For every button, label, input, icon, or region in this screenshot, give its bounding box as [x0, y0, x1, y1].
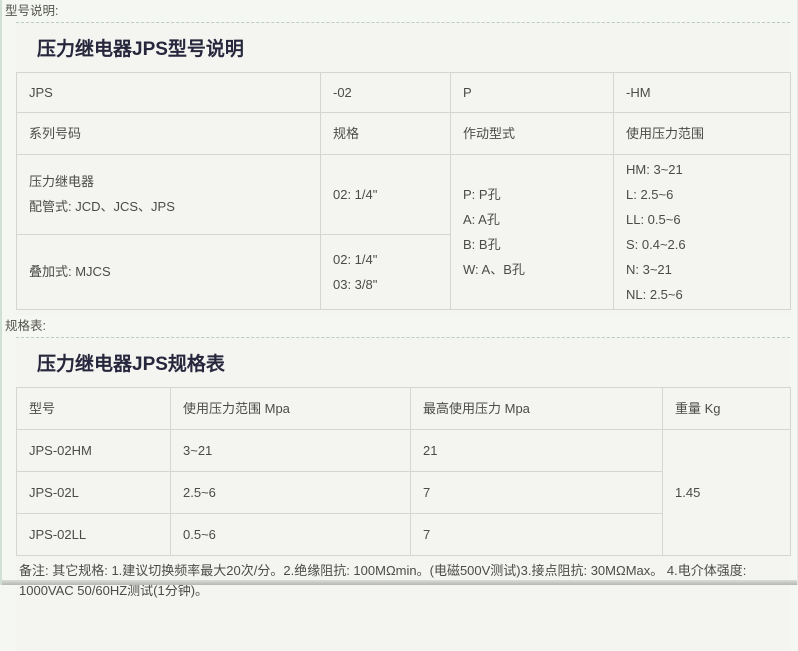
label-pressure: 使用压力范围 [613, 112, 791, 155]
weight-cell: 1.45 [662, 429, 791, 556]
label-series: 系列号码 [16, 112, 321, 155]
header-model: 型号 [16, 387, 171, 430]
product-spec-page: { "page": { "model_section_label": "型号说明… [0, 0, 798, 598]
model-section-label: 型号说明: [5, 4, 59, 18]
action-type-p: P: P孔 [463, 187, 501, 202]
action-type-a: A: A孔 [463, 212, 500, 227]
action-type-w: W: A、B孔 [463, 262, 525, 277]
model-jps-02l: JPS-02L [16, 471, 171, 514]
piping-series-line1: 压力继电器 [29, 174, 95, 190]
range-jps-02hm: 3~21 [170, 429, 411, 472]
stacking-series-cell: 叠加式: MJCS [16, 233, 321, 311]
max-jps-02hm: 21 [410, 429, 663, 472]
piping-spec-cell: 02: 1/4" [320, 154, 451, 235]
horizontal-scrollbar[interactable] [2, 580, 797, 585]
label-size: 规格 [320, 112, 451, 155]
model-table-title: 压力继电器JPS型号说明 [37, 39, 244, 60]
model-description-panel: 压力继电器JPS型号说明 JPS -02 P -HM 系列号码 规格 作动型式 … [16, 22, 791, 315]
range-l: L: 2.5~6 [626, 187, 674, 202]
range-nl: NL: 2.5~6 [626, 287, 683, 302]
action-types-cell: P: P孔 A: A孔 B: B孔 W: A、B孔 [450, 154, 614, 310]
header-max-pressure: 最高使用压力 Mpa [410, 387, 663, 430]
piping-series-line2: 配管式: JCD、JCS、JPS [29, 199, 175, 215]
range-s: S: 0.4~2.6 [626, 237, 686, 252]
spec-header-row: 型号 使用压力范围 Mpa 最高使用压力 Mpa 重量 Kg [16, 387, 791, 430]
max-jps-02ll: 7 [410, 513, 663, 556]
range-n: N: 3~21 [626, 262, 672, 277]
spec-panel: 压力继电器JPS规格表 型号 使用压力范围 Mpa 最高使用压力 Mpa 重量 … [16, 337, 791, 651]
range-ll: LL: 0.5~6 [626, 212, 681, 227]
spec-table: 型号 使用压力范围 Mpa 最高使用压力 Mpa 重量 Kg JPS-02HM … [16, 387, 791, 556]
header-weight: 重量 Kg [662, 387, 791, 430]
range-hm: HM: 3~21 [626, 162, 683, 177]
code-size: -02 [320, 72, 451, 113]
range-jps-02l: 2.5~6 [170, 471, 411, 514]
model-jps-02ll: JPS-02LL [16, 513, 171, 556]
model-code-table: JPS -02 P -HM 系列号码 规格 作动型式 使用压力范围 压力继电器 … [16, 72, 791, 311]
code-series: JPS [16, 72, 321, 113]
remarks-note: 备注: 其它规格: 1.建议切换频率最大20次/分。2.绝缘阻抗: 100MΩm… [19, 563, 747, 598]
table-row: JPS-02L 2.5~6 7 [16, 471, 791, 514]
max-jps-02l: 7 [410, 471, 663, 514]
model-label-row: 系列号码 规格 作动型式 使用压力范围 [16, 112, 791, 155]
action-type-b: B: B孔 [463, 237, 501, 252]
stacking-spec-cell: 02: 1/4" 03: 3/8" [320, 233, 451, 311]
pressure-ranges-cell: HM: 3~21 L: 2.5~6 LL: 0.5~6 S: 0.4~2.6 N… [613, 154, 791, 310]
label-action: 作动型式 [450, 112, 614, 155]
stacking-spec-line2: 03: 3/8" [333, 276, 378, 292]
piping-type-row: 压力继电器 配管式: JCD、JCS、JPS 02: 1/4" P: P孔 A:… [16, 154, 791, 310]
stacking-type-row: 叠加式: MJCS 02: 1/4" 03: 3/8" [16, 233, 791, 311]
model-code-row: JPS -02 P -HM [16, 72, 791, 113]
table-row: JPS-02HM 3~21 21 1.45 [16, 429, 791, 556]
model-jps-02hm: JPS-02HM [16, 429, 171, 472]
code-pressure: -HM [613, 72, 791, 113]
piping-series-cell: 压力继电器 配管式: JCD、JCS、JPS [16, 154, 321, 235]
stacking-spec-line1: 02: 1/4" [333, 251, 378, 267]
table-row: JPS-02LL 0.5~6 7 [16, 513, 791, 556]
range-jps-02ll: 0.5~6 [170, 513, 411, 556]
code-action: P [450, 72, 614, 113]
spec-table-title: 压力继电器JPS规格表 [37, 354, 225, 375]
spec-section-label: 规格表: [5, 319, 46, 333]
header-pressure-range: 使用压力范围 Mpa [170, 387, 411, 430]
